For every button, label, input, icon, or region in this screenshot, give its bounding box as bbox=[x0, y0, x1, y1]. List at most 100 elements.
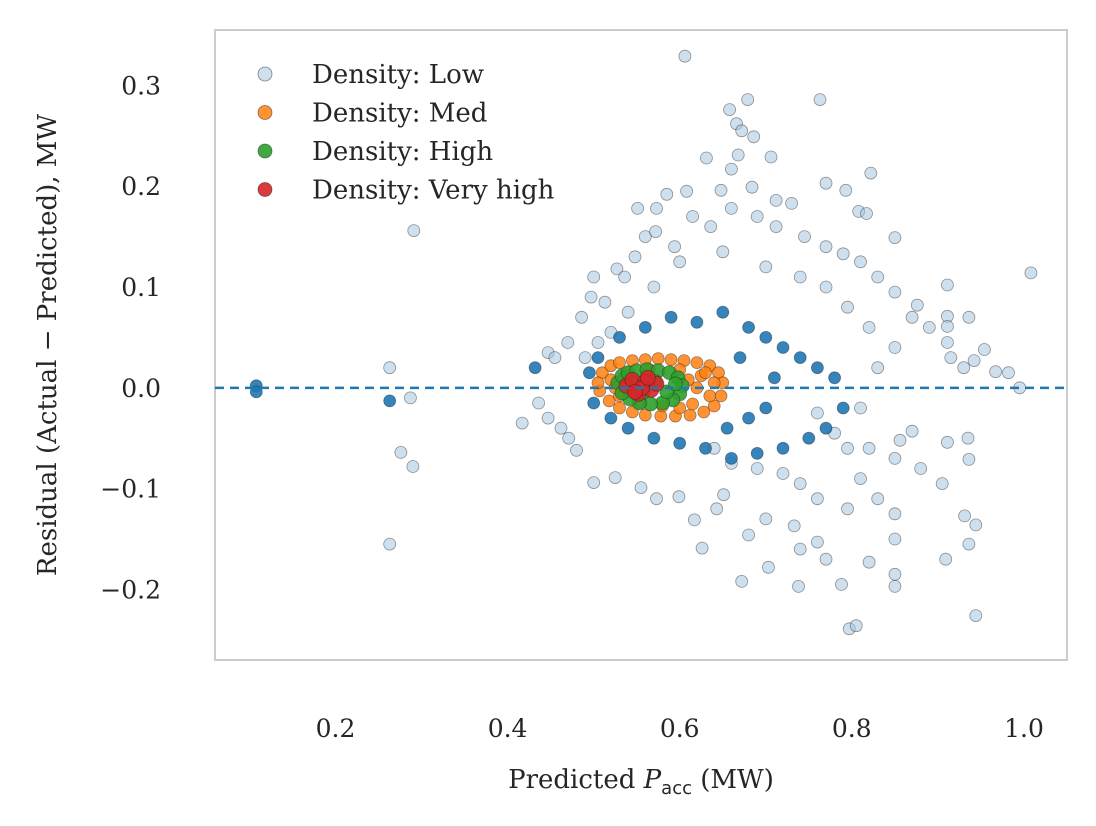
data-point bbox=[664, 310, 678, 324]
data-point bbox=[819, 421, 833, 435]
data-point bbox=[741, 93, 755, 106]
data-point bbox=[811, 535, 824, 549]
data-point bbox=[604, 411, 618, 425]
legend-marker bbox=[257, 143, 273, 159]
x-tick-label: 1.0 bbox=[1004, 714, 1044, 743]
data-point bbox=[962, 310, 976, 324]
data-point bbox=[914, 462, 928, 475]
data-point bbox=[811, 492, 824, 506]
data-point bbox=[634, 481, 648, 495]
data-point bbox=[688, 513, 701, 527]
data-point bbox=[613, 330, 626, 344]
y-tick-label: 0.2 bbox=[121, 172, 161, 201]
data-point bbox=[383, 537, 397, 551]
data-point bbox=[528, 361, 542, 375]
legend-item: Density: Low bbox=[257, 60, 484, 90]
data-point bbox=[759, 401, 773, 415]
data-point bbox=[762, 560, 775, 574]
data-point bbox=[776, 467, 790, 480]
data-point bbox=[888, 231, 902, 245]
data-point bbox=[750, 210, 764, 223]
data-point bbox=[864, 166, 878, 180]
data-point bbox=[591, 351, 605, 365]
data-point bbox=[383, 361, 397, 375]
data-point bbox=[849, 619, 863, 633]
data-point bbox=[793, 270, 807, 284]
data-point bbox=[587, 270, 601, 284]
data-point bbox=[716, 245, 730, 259]
data-point bbox=[561, 336, 575, 349]
data-point bbox=[541, 411, 555, 425]
data-point bbox=[515, 416, 529, 430]
data-point bbox=[793, 477, 807, 491]
data-point bbox=[631, 201, 644, 215]
data-point bbox=[888, 341, 902, 354]
x-tick-labels: 0.2 0.4 0.6 0.8 1.0 bbox=[316, 714, 1044, 743]
data-point bbox=[700, 151, 713, 165]
x-tick-label: 0.4 bbox=[488, 714, 528, 743]
data-point bbox=[683, 408, 697, 422]
legend-item: Density: Very high bbox=[257, 176, 555, 206]
data-point bbox=[1024, 266, 1038, 280]
data-point bbox=[628, 250, 642, 264]
data-point bbox=[871, 270, 885, 284]
data-point bbox=[759, 330, 773, 344]
data-point bbox=[1002, 366, 1015, 380]
data-point bbox=[575, 310, 588, 324]
data-point bbox=[723, 103, 736, 116]
data-point bbox=[714, 183, 728, 197]
data-point bbox=[862, 555, 876, 569]
data-point bbox=[587, 396, 601, 410]
data-point bbox=[714, 389, 728, 403]
legend-label: Density: Very high bbox=[312, 176, 555, 206]
y-tick-label: −0.1 bbox=[100, 475, 161, 504]
data-point bbox=[591, 336, 605, 349]
data-point bbox=[893, 433, 907, 447]
data-point bbox=[626, 405, 639, 419]
plot-area bbox=[214, 29, 1068, 661]
data-point bbox=[638, 320, 652, 334]
data-point bbox=[802, 431, 816, 445]
legend-item: Density: Med bbox=[257, 99, 487, 129]
data-point bbox=[939, 552, 953, 566]
data-point bbox=[905, 310, 919, 324]
data-point bbox=[731, 148, 745, 162]
data-point bbox=[613, 401, 626, 415]
data-point bbox=[583, 366, 596, 380]
legend-label: Density: Low bbox=[312, 60, 484, 90]
data-point bbox=[725, 451, 738, 465]
data-point bbox=[651, 352, 665, 366]
data-point bbox=[792, 580, 805, 593]
data-point bbox=[860, 207, 873, 220]
y-tick-label: 0.0 bbox=[121, 374, 161, 403]
data-point bbox=[532, 396, 545, 410]
data-point bbox=[697, 405, 711, 419]
data-point bbox=[613, 356, 626, 370]
data-point bbox=[725, 162, 738, 176]
x-axis-label: Predicted Pacc (MW) bbox=[508, 765, 774, 799]
data-point bbox=[828, 371, 841, 385]
data-point bbox=[745, 180, 759, 194]
data-point bbox=[862, 441, 876, 455]
data-point bbox=[941, 435, 954, 449]
data-point bbox=[922, 320, 936, 334]
points-layer bbox=[249, 49, 1038, 636]
legend-label: Density: Med bbox=[312, 99, 487, 129]
data-point bbox=[941, 319, 954, 333]
x-tick-label: 0.2 bbox=[316, 714, 356, 743]
data-point bbox=[707, 399, 721, 413]
data-point bbox=[962, 537, 976, 551]
data-point bbox=[769, 193, 783, 207]
data-point bbox=[941, 336, 954, 349]
data-point bbox=[621, 305, 635, 319]
data-point bbox=[562, 431, 576, 445]
data-point bbox=[699, 441, 712, 455]
data-point bbox=[570, 443, 583, 457]
data-point bbox=[769, 220, 783, 234]
data-point bbox=[699, 366, 712, 380]
data-point bbox=[640, 369, 656, 386]
data-point bbox=[768, 371, 781, 385]
data-point bbox=[961, 431, 975, 445]
data-point bbox=[548, 351, 562, 365]
data-point bbox=[888, 580, 902, 593]
